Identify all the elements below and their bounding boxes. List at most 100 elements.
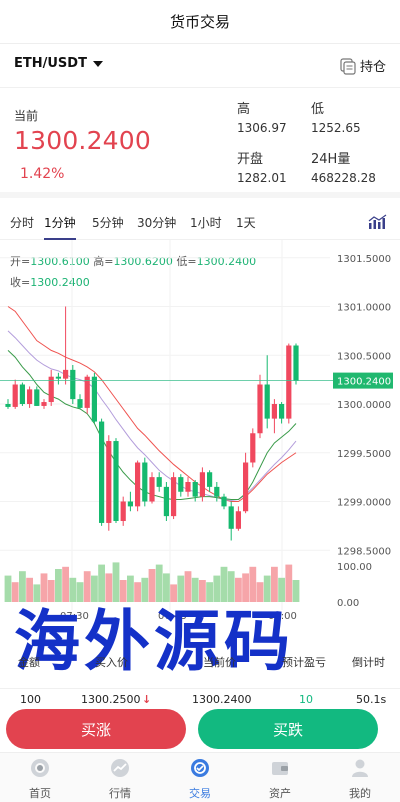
wallet-icon xyxy=(272,762,288,775)
volume-bar xyxy=(26,577,33,602)
row-countdown: 50.1s xyxy=(356,693,387,706)
candle-body xyxy=(63,369,69,379)
volume-bar xyxy=(292,580,300,602)
volume-bar xyxy=(119,580,127,602)
watermark-logo: 海外源码 xyxy=(14,602,294,680)
candle-body xyxy=(19,384,25,404)
volume-bar xyxy=(271,566,278,602)
volume-bar xyxy=(76,582,84,602)
stat-volume-value: 468228.28 xyxy=(311,171,376,185)
pair-selector[interactable]: ETH/USDT xyxy=(14,56,103,71)
buy-up-button[interactable]: 买涨 xyxy=(6,709,186,749)
volume-bar xyxy=(199,580,206,602)
candle-body xyxy=(34,389,40,406)
col-countdown: 倒计时 xyxy=(352,656,385,669)
x-tick-label: 08:00 xyxy=(268,611,297,620)
y-tick-label: 1299.5000 xyxy=(337,449,391,460)
ohlc-close-value: 1300.2400 xyxy=(30,276,90,289)
stat-low-value: 1252.65 xyxy=(311,121,361,135)
caret-down-icon xyxy=(92,60,103,67)
candle-body xyxy=(127,501,133,507)
candle-body xyxy=(163,486,169,517)
candle-body xyxy=(243,462,249,512)
candle-body xyxy=(156,477,162,487)
user-icon xyxy=(352,759,368,777)
holdings-label: 持仓 xyxy=(359,60,386,75)
candle-body xyxy=(221,496,227,507)
tab-trade-label: 交易 xyxy=(189,787,211,800)
volume-bar xyxy=(19,571,26,602)
kline-chart[interactable]: 1301.5000 1301.0000 1300.5000 1300.0000 1299… xyxy=(0,240,400,620)
candle-body xyxy=(271,404,277,419)
period-tab-1min[interactable]: 1分钟 xyxy=(44,214,76,240)
volume-bar xyxy=(105,573,113,602)
volume-bar xyxy=(33,584,41,602)
volume-bar xyxy=(55,569,62,602)
period-tab-timeshare[interactable]: 分时 xyxy=(10,216,35,230)
candle-body xyxy=(77,399,83,408)
period-tab-1day[interactable]: 1天 xyxy=(236,216,256,230)
tab-mine[interactable]: 我的 xyxy=(330,757,390,801)
candle-body xyxy=(286,345,292,419)
price-stats: 当前 1300.2400 1.42% 高 1306.97 低 1252.65 开… xyxy=(0,88,400,198)
candle-body xyxy=(55,376,61,379)
current-price-tag xyxy=(333,372,393,389)
tab-market[interactable]: 行情 xyxy=(90,757,150,801)
period-tab-5min[interactable]: 5分钟 xyxy=(92,216,124,230)
y-tick-label: 1300.5000 xyxy=(337,351,391,362)
candle-body xyxy=(207,472,213,487)
candle-body xyxy=(12,384,18,407)
volume-bar xyxy=(112,562,120,602)
x-tick-label: 07:30 xyxy=(60,611,89,620)
stat-open: 开盘 1282.01 xyxy=(237,148,287,185)
volume-bar xyxy=(47,580,55,602)
pair-symbol: ETH/USDT xyxy=(14,56,87,71)
volume-bar xyxy=(249,566,257,602)
volume-bar xyxy=(141,577,149,602)
candle-body xyxy=(264,384,270,419)
holdings-button[interactable]: 持仓 xyxy=(339,56,386,75)
tab-home[interactable]: 首页 xyxy=(10,757,70,801)
volume-bar xyxy=(242,573,249,602)
buy-down-button[interactable]: 买跌 xyxy=(198,709,378,749)
col-pnl: 预计盈亏 xyxy=(282,656,326,669)
tab-trade[interactable]: 交易 xyxy=(170,757,230,801)
volume-bar xyxy=(256,582,264,602)
candle-body xyxy=(27,389,33,404)
candle-body xyxy=(99,421,105,523)
holdings-icon xyxy=(340,57,356,75)
down-arrow-icon: ↓ xyxy=(142,693,152,706)
candle-body xyxy=(199,472,205,497)
candle-body xyxy=(185,482,191,492)
home-icon xyxy=(31,759,49,777)
candle-body xyxy=(91,376,97,422)
volume-bar xyxy=(227,571,235,602)
stat-low-label: 低 xyxy=(311,102,325,117)
volume-tick-label: 0.00 xyxy=(337,598,359,609)
candle-body xyxy=(228,506,234,529)
volume-tick-label: 100.00 xyxy=(337,562,372,573)
volume-bar xyxy=(263,575,271,602)
period-tab-1hour[interactable]: 1小时 xyxy=(190,216,222,230)
volume-bar xyxy=(213,575,221,602)
period-tab-30min[interactable]: 30分钟 xyxy=(137,216,177,230)
candle-body xyxy=(84,376,90,408)
page-title: 货币交易 xyxy=(169,13,230,31)
volume-bar xyxy=(170,584,177,602)
candle-body xyxy=(235,511,241,529)
tab-assets[interactable]: 资产 xyxy=(250,757,310,801)
volume-bar xyxy=(148,569,156,602)
candle-body xyxy=(178,477,184,492)
stat-high-value: 1306.97 xyxy=(237,121,287,135)
candle-body xyxy=(149,477,155,502)
indicator-icon[interactable] xyxy=(368,214,388,230)
pair-bar: ETH/USDT 持仓 xyxy=(0,44,400,88)
col-amount: 金额 xyxy=(18,656,40,669)
y-tick-label: 1301.0000 xyxy=(337,303,391,314)
row-pnl: 10 xyxy=(299,693,313,706)
candle-body xyxy=(48,376,54,403)
order-row: 100 1300.2500 ↓ 1300.2400 10 50.1s xyxy=(0,688,400,710)
price-change: 1.42% xyxy=(20,166,65,182)
watermark-text: 海外源码 xyxy=(14,602,294,680)
order-info-header: 金额 买入价 当前价 预计盈亏 倒计时 xyxy=(0,650,400,676)
